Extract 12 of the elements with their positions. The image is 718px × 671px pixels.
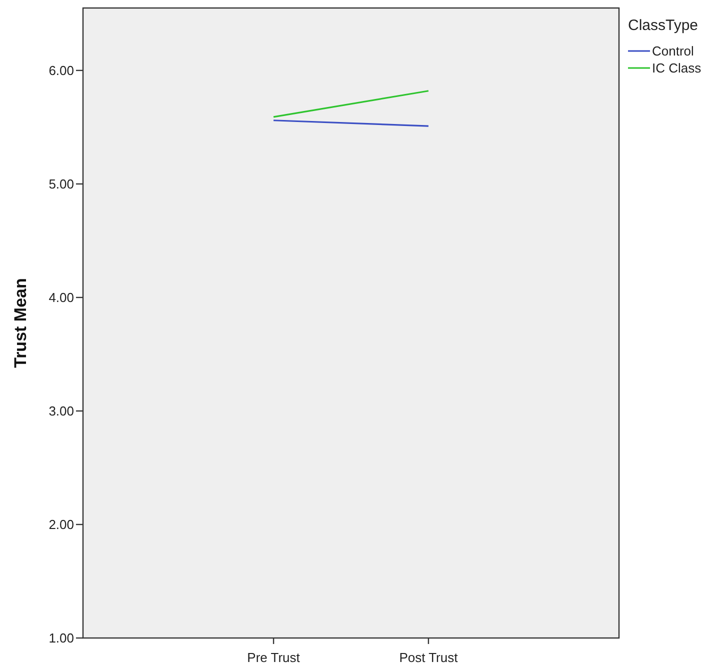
y-tick-label: 6.00 bbox=[48, 62, 74, 78]
y-tick-label: 1.00 bbox=[48, 630, 74, 646]
legend-label: IC Class bbox=[652, 60, 702, 76]
legend-label: Control bbox=[652, 44, 694, 59]
y-tick-label: 5.00 bbox=[48, 176, 74, 192]
x-tick-label: Post Trust bbox=[399, 650, 458, 665]
x-tick-label: Pre Trust bbox=[247, 650, 300, 665]
y-axis-title: Trust Mean bbox=[11, 278, 30, 368]
y-tick-label: 2.00 bbox=[48, 517, 74, 532]
y-tick-label: 4.00 bbox=[48, 290, 74, 306]
y-tick-label: 3.00 bbox=[48, 404, 74, 419]
legend-title: ClassType bbox=[628, 17, 698, 34]
